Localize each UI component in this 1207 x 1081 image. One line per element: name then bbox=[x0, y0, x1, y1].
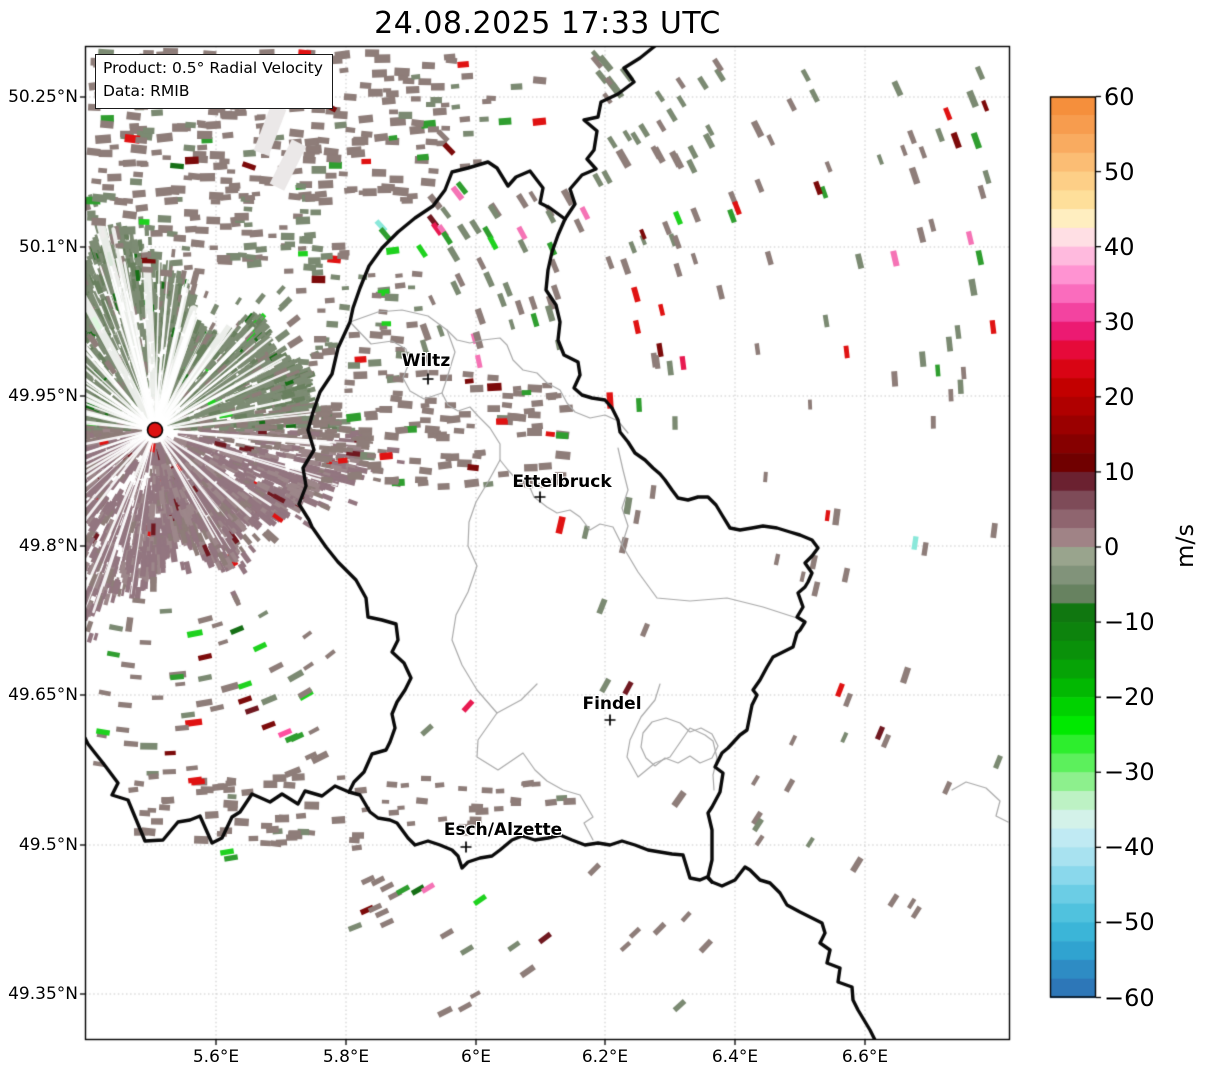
colorbar-tick-label: 20 bbox=[1104, 382, 1135, 411]
x-axis-tick-label: 6°E bbox=[460, 1047, 492, 1067]
colorbar-tick-label: −10 bbox=[1104, 608, 1155, 637]
y-axis-tick-label: 49.95°N bbox=[8, 386, 78, 406]
y-axis-tick-label: 49.35°N bbox=[8, 984, 78, 1004]
colorbar-tick-label: −20 bbox=[1104, 683, 1155, 712]
colorbar-tick-label: −50 bbox=[1104, 908, 1155, 937]
colorbar-tick-label: 40 bbox=[1104, 232, 1135, 261]
city-label-esch-alzette: Esch/Alzette bbox=[443, 820, 563, 840]
colorbar-tick-label: −60 bbox=[1104, 983, 1155, 1012]
y-axis-tick-label: 50.25°N bbox=[8, 87, 78, 107]
timestamp-title: 24.08.2025 17:33 UTC bbox=[374, 6, 721, 41]
y-axis-tick-label: 50.1°N bbox=[18, 237, 78, 257]
data-source-line: Data: RMIB bbox=[103, 82, 190, 101]
x-axis-tick-label: 5.6°E bbox=[192, 1047, 240, 1067]
x-axis-tick-label: 6.6°E bbox=[841, 1047, 889, 1067]
city-label-ettelbruck: Ettelbruck bbox=[512, 472, 612, 492]
city-label-findel: Findel bbox=[582, 694, 642, 714]
colorbar-unit-label: m/s bbox=[1171, 524, 1199, 568]
y-axis-tick-label: 49.5°N bbox=[18, 835, 78, 855]
product-line: Product: 0.5° Radial Velocity bbox=[103, 59, 323, 77]
colorbar-tick-label: 50 bbox=[1104, 157, 1135, 186]
x-axis-tick-label: 5.8°E bbox=[322, 1047, 370, 1067]
y-axis-tick-label: 49.8°N bbox=[18, 536, 78, 556]
colorbar-tick-label: 10 bbox=[1104, 457, 1135, 486]
product-info-box: Product: 0.5° Radial Velocity Data: RMIB bbox=[95, 54, 333, 109]
colorbar-tick-label: 60 bbox=[1104, 82, 1135, 111]
colorbar-tick-label: −30 bbox=[1104, 758, 1155, 787]
y-axis-tick-label: 49.65°N bbox=[8, 685, 78, 705]
x-axis-tick-label: 6.4°E bbox=[711, 1047, 759, 1067]
city-label-wiltz: Wiltz bbox=[401, 351, 451, 371]
colorbar-tick-label: −40 bbox=[1104, 833, 1155, 862]
x-axis-tick-label: 6.2°E bbox=[581, 1047, 629, 1067]
colorbar-tick-label: 30 bbox=[1104, 307, 1135, 336]
colorbar-tick-label: 0 bbox=[1104, 533, 1120, 561]
